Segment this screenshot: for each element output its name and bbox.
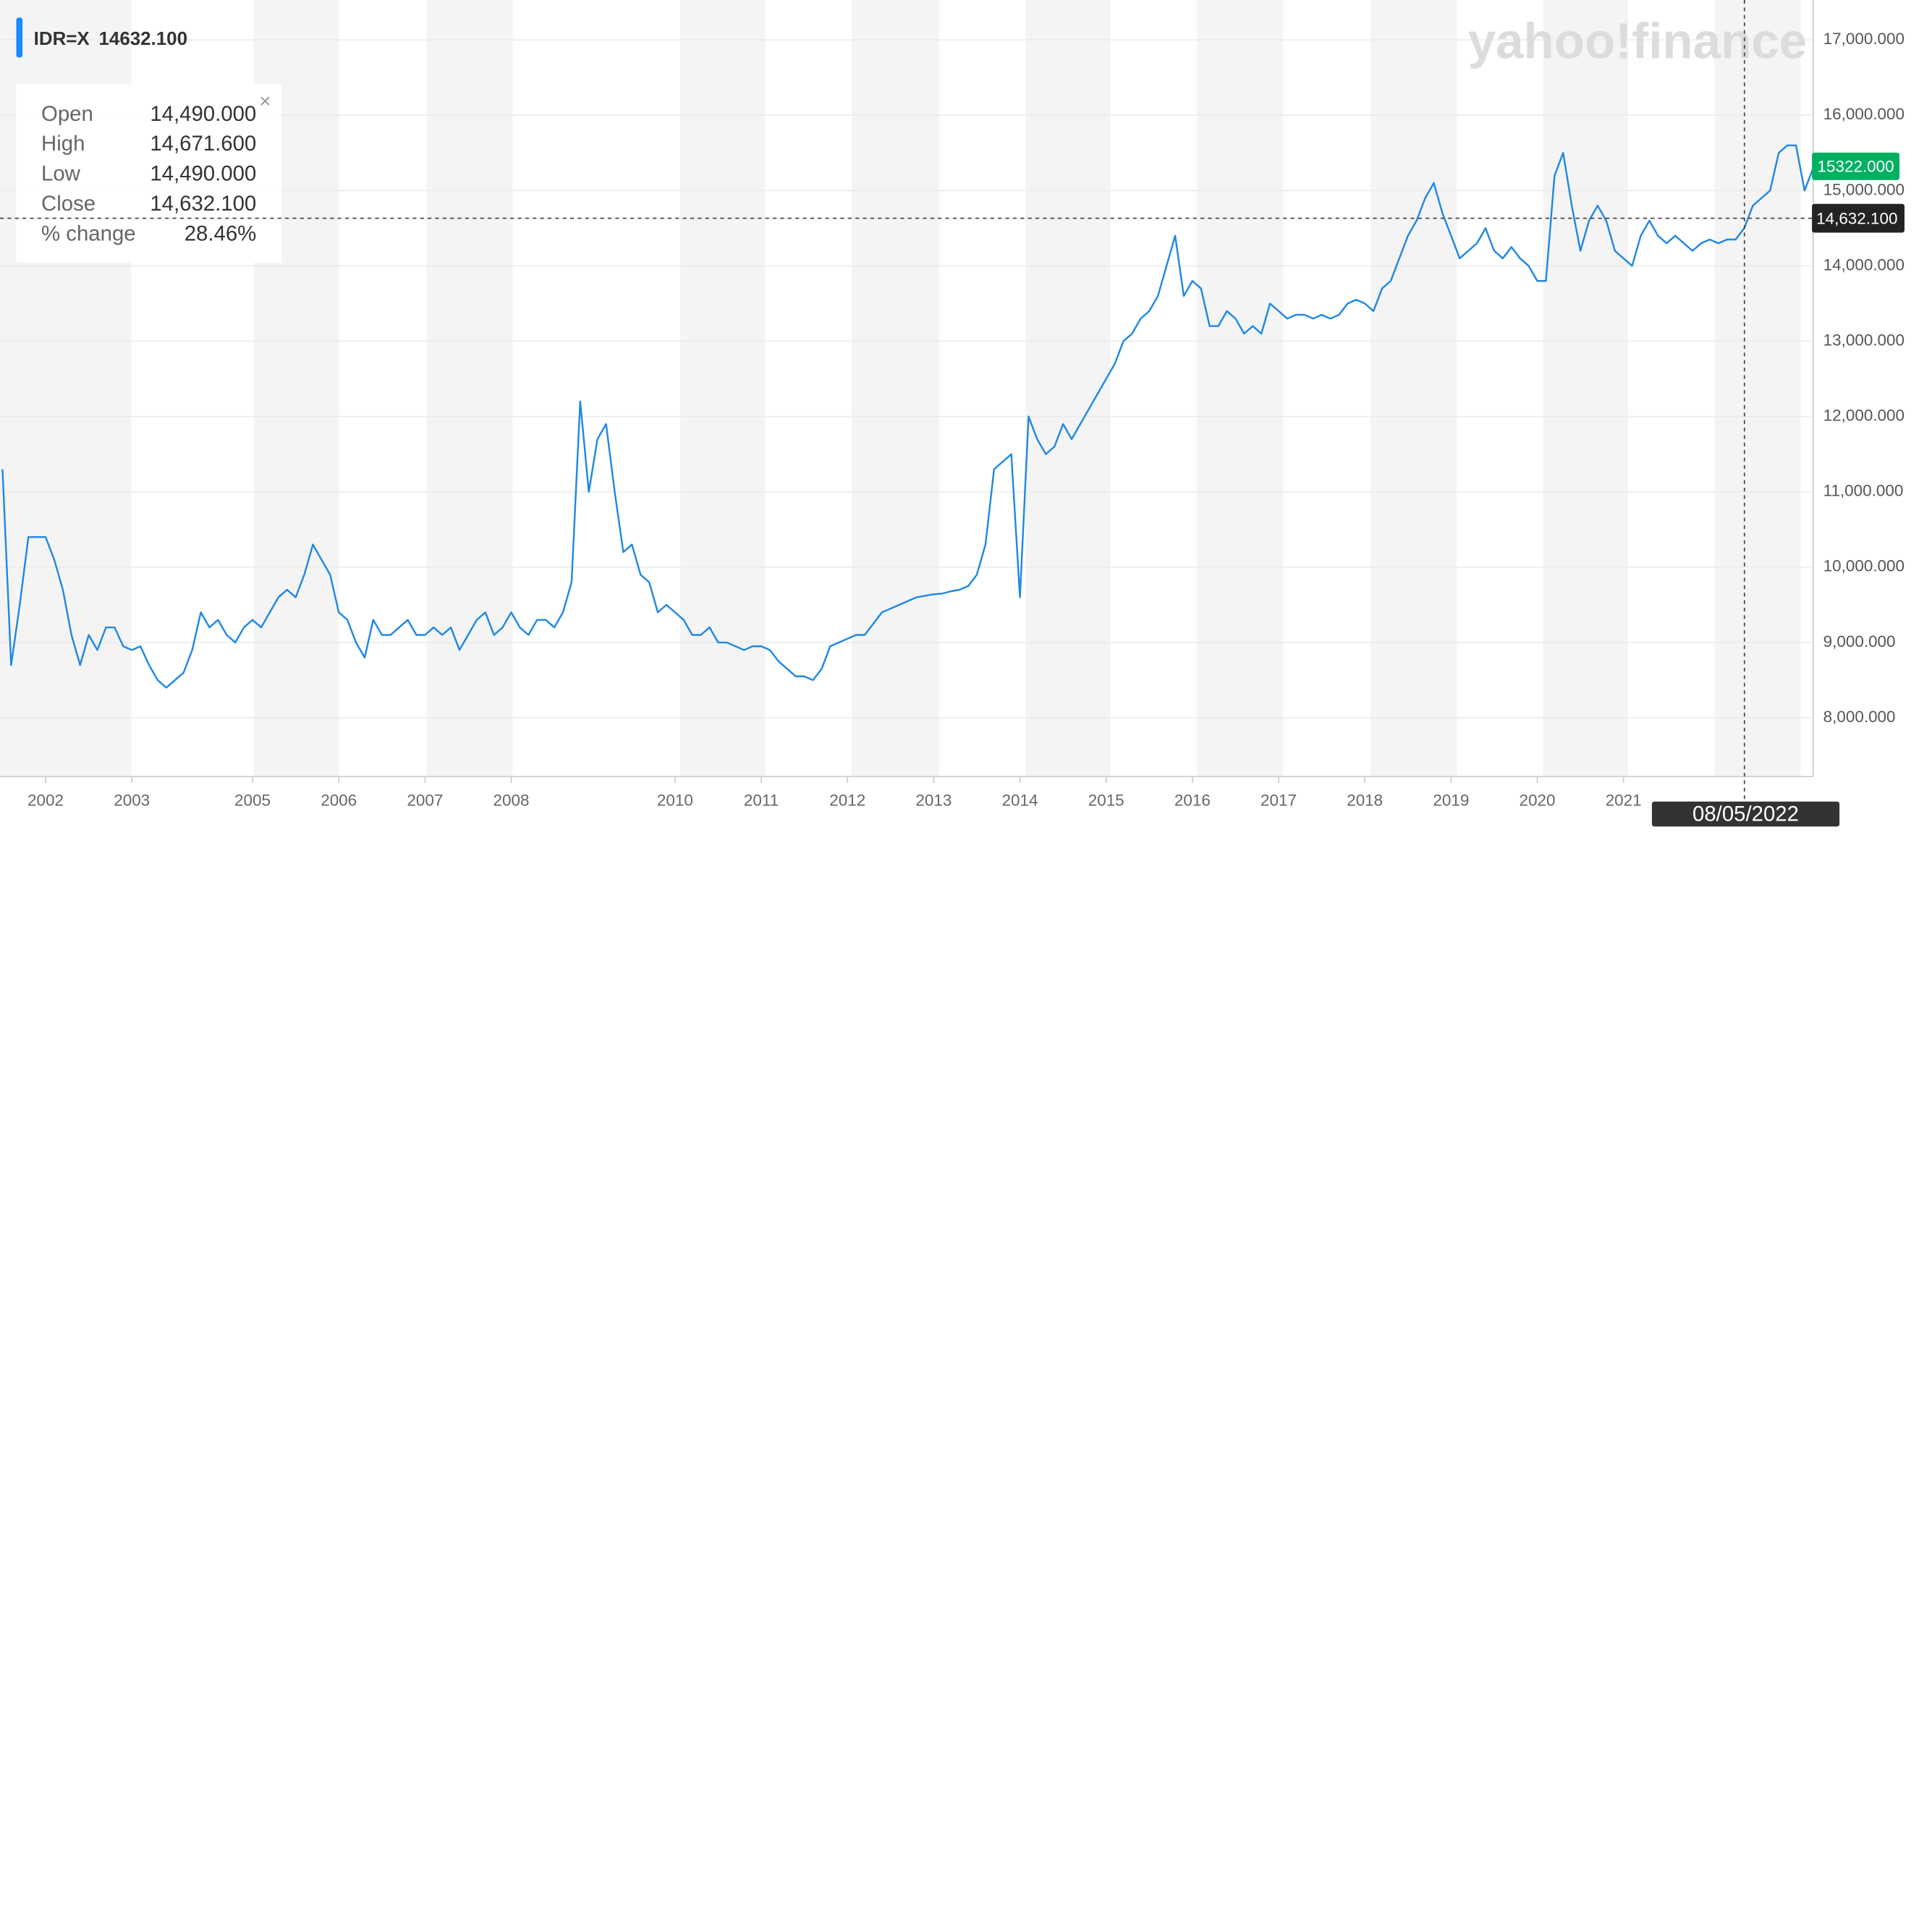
date-label-box (1651, 801, 1840, 827)
x-tick-label: 2013 (915, 792, 952, 810)
last-price: 15322.000 (1818, 157, 1894, 175)
y-tick-label: 13,000.000 (1823, 331, 1905, 349)
x-tick-label: 2012 (829, 792, 865, 810)
tooltip-rows: Open 14,490.000 High 14,671.600 Low 14,490.00… (41, 102, 256, 246)
year-band (1025, 0, 1111, 777)
x-tick-label: 2011 (744, 792, 779, 810)
y-tick-label: 14,000.000 (1823, 255, 1905, 274)
close-button[interactable]: × (259, 90, 271, 112)
y-tick-label: 9,000.000 (1823, 632, 1896, 651)
y-tick-label: 17,000.000 (1823, 30, 1905, 48)
y-tick-label: 15,000.000 (1823, 180, 1905, 198)
crosshair-value-box (1812, 203, 1905, 233)
x-tick-label: 2021 (1606, 792, 1642, 810)
tooltip-box (16, 83, 281, 263)
x-tick-label: 2002 (27, 792, 64, 810)
tooltip: × Open 14,490.000 High 14,671.600 Low 14,490.… (16, 83, 281, 263)
x-tick-label: 2019 (1433, 792, 1469, 810)
tooltip-label: Close (41, 192, 96, 216)
header-price: 14632.100 (99, 29, 187, 49)
x-tick-label: 2016 (1174, 792, 1211, 810)
year-band (680, 0, 766, 777)
year-band (851, 0, 939, 777)
year-band (1714, 0, 1801, 777)
x-tick-label: 2005 (234, 792, 271, 810)
last-price-box (1812, 152, 1900, 180)
crosshair-date: 08/05/2022 (1692, 802, 1799, 826)
plot (1, 144, 1814, 689)
x-tick-label: 2014 (1002, 792, 1038, 810)
tooltip-value: 14,671.600 (150, 132, 256, 156)
year-band (1370, 0, 1457, 777)
x-tick-label: 2015 (1088, 792, 1124, 810)
x-tick-label: 2020 (1520, 792, 1556, 810)
tooltip-label: High (41, 132, 85, 156)
y-tick-label: 12,000.000 (1823, 407, 1905, 425)
year-band (1543, 0, 1629, 777)
tooltip-label: Open (41, 102, 93, 126)
x-tick-label: 2007 (407, 792, 443, 810)
x-tick-label: 2010 (657, 792, 693, 810)
tooltip-label: Low (41, 162, 81, 186)
series-indicator (16, 17, 23, 58)
ticks: 8,000.000 9,000.000 10,000.000 11,000.000 12… (27, 30, 1905, 810)
price-line (1, 144, 1814, 689)
x-tick-label: 2008 (493, 792, 530, 810)
symbol: IDR=X (34, 29, 90, 49)
tooltip-value: 14,632.100 (150, 192, 256, 216)
tooltip-value: 28.46% (185, 222, 257, 246)
tooltip-value: 14,490.000 (150, 102, 256, 126)
grid (0, 39, 1813, 719)
x-tick-label: 2006 (321, 792, 357, 810)
y-tick-label: 11,000.000 (1823, 482, 1904, 500)
year-bands (0, 0, 1801, 777)
crosshair-value: 14,632.100 (1816, 209, 1897, 227)
y-tick-label: 16,000.000 (1823, 105, 1905, 123)
y-tick-label: 8,000.000 (1823, 708, 1896, 726)
tooltip-label: % change (41, 222, 136, 246)
x-tick-label: 2018 (1347, 792, 1383, 810)
x-tick-label: 2003 (114, 792, 150, 810)
tooltip-value: 14,490.000 (150, 162, 256, 186)
watermark: yahoo!finance (1468, 12, 1807, 69)
year-band (1196, 0, 1284, 777)
x-tick-label: 2017 (1261, 792, 1297, 810)
year-band (426, 0, 513, 777)
y-tick-label: 10,000.000 (1823, 557, 1905, 575)
